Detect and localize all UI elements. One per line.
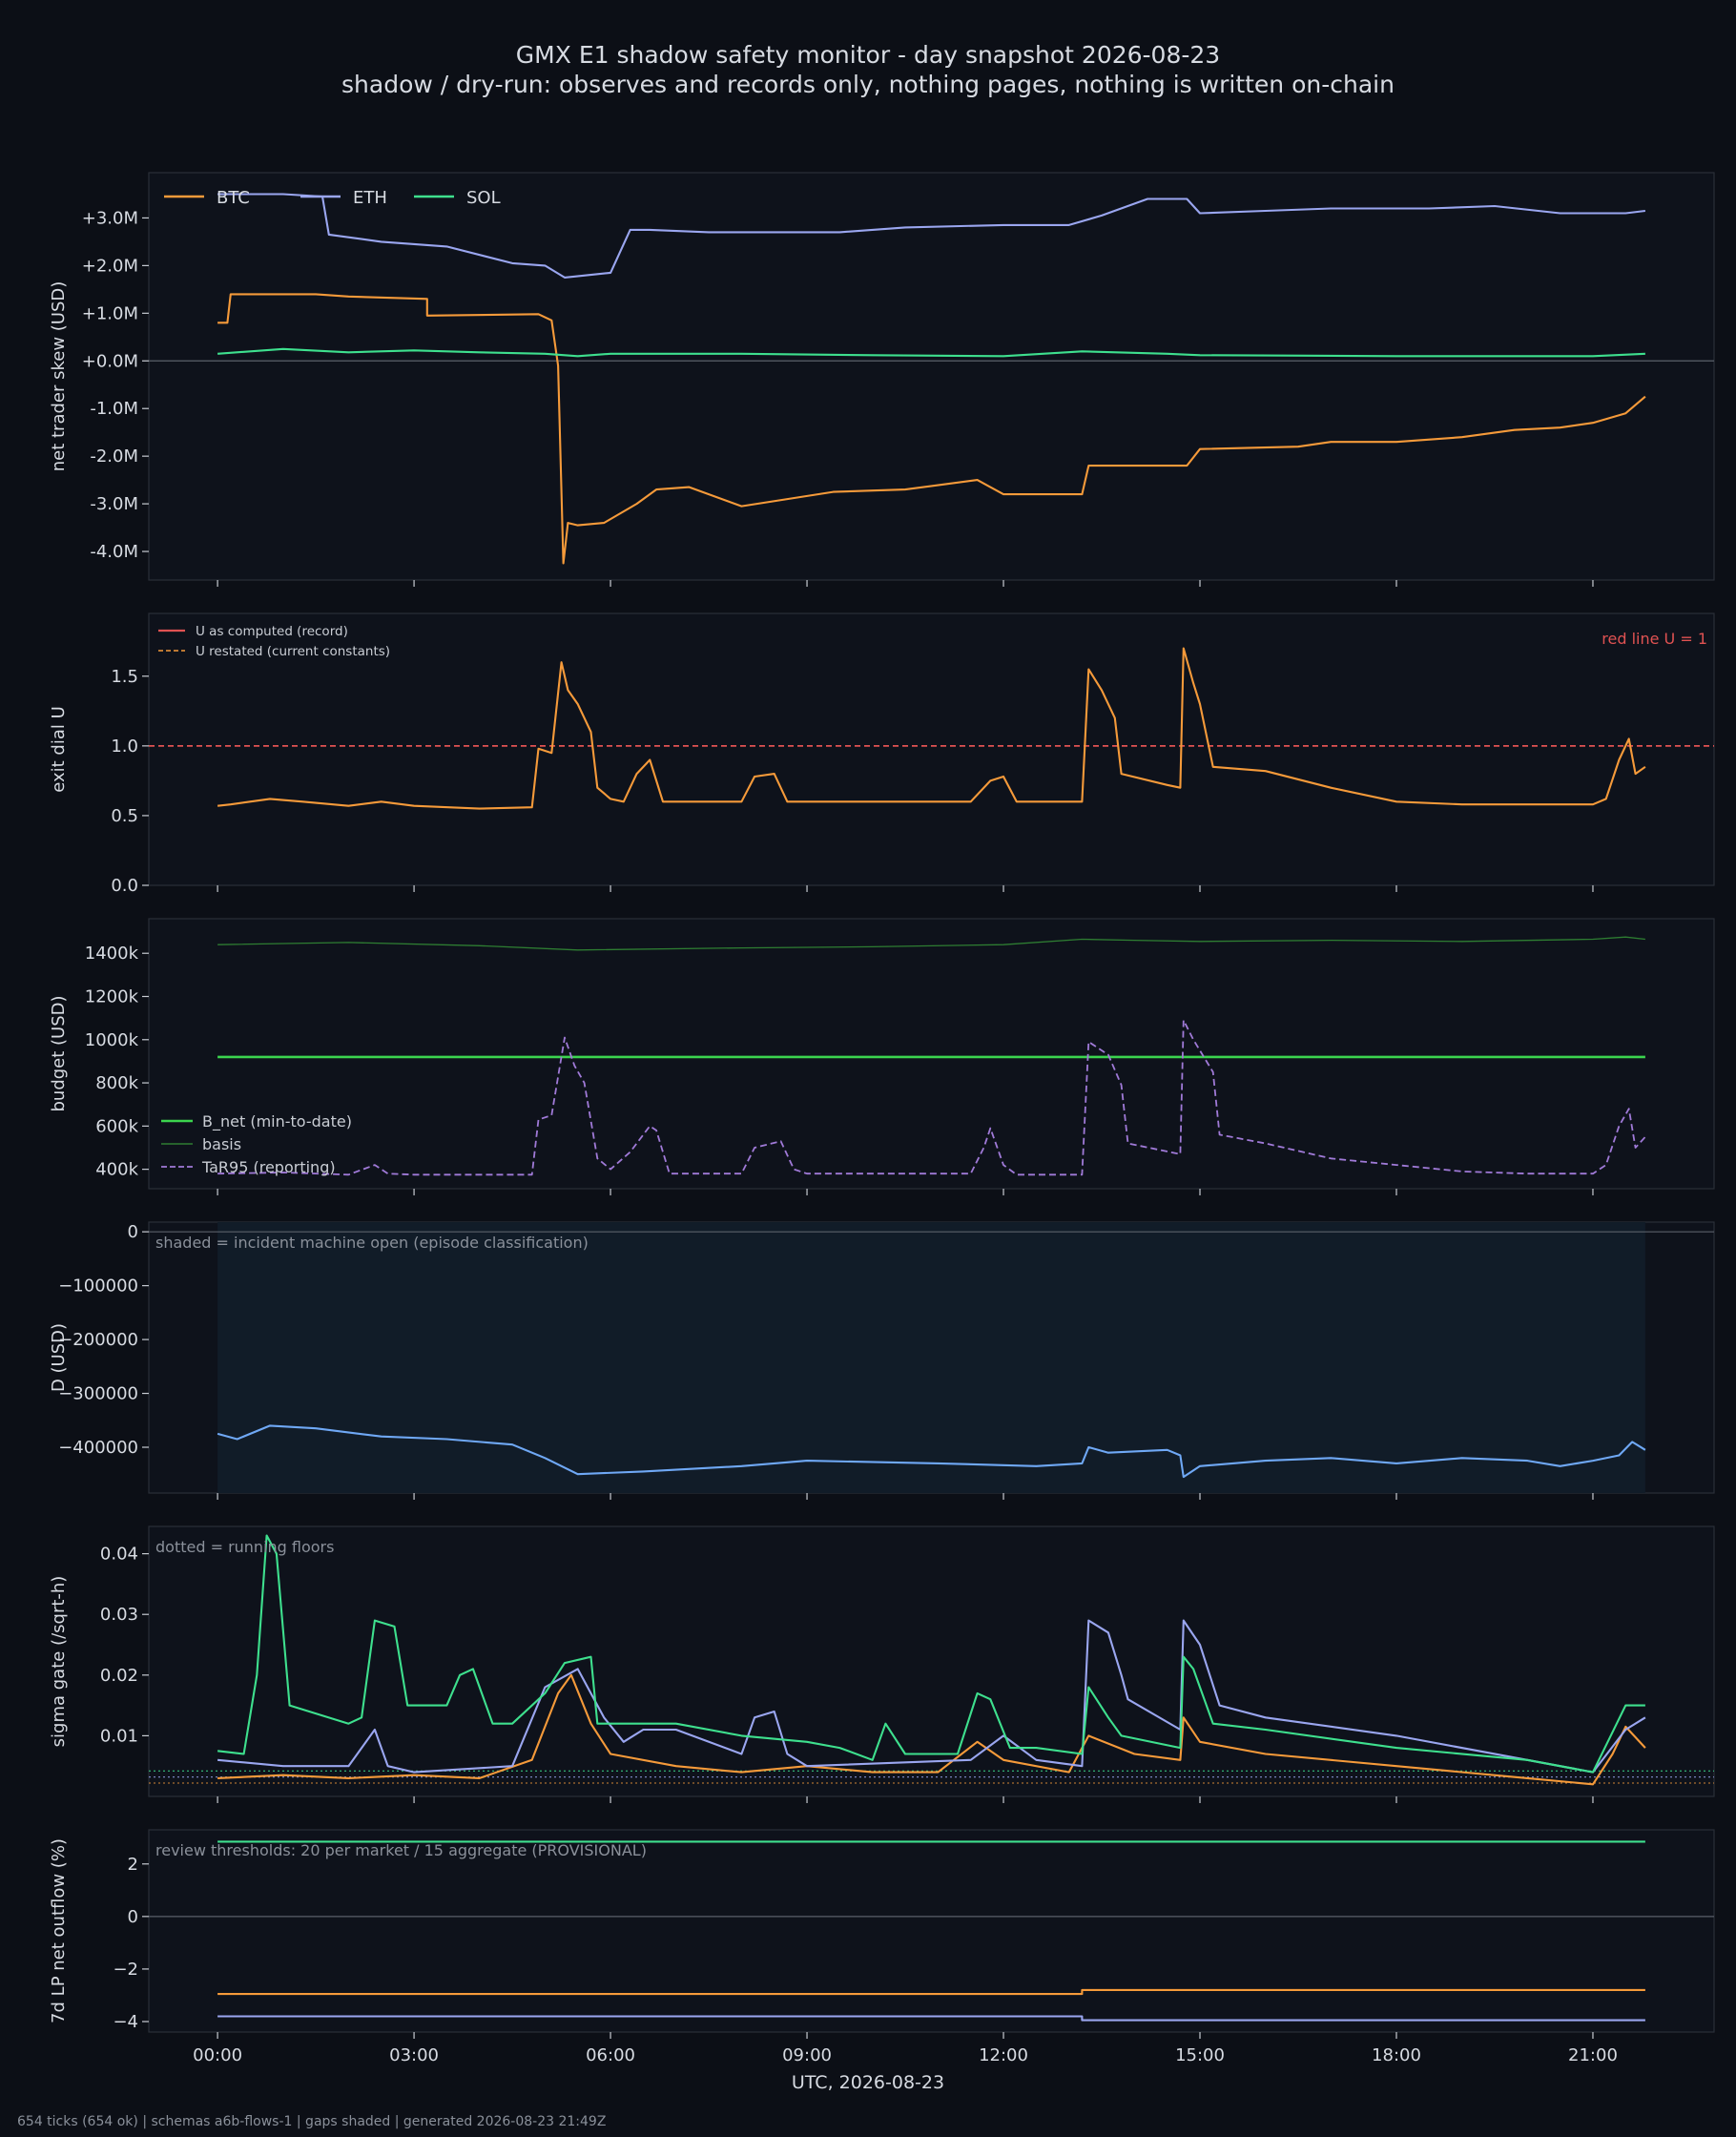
y-tick-label: −100000 — [58, 1276, 138, 1297]
y-tick-label: −400000 — [58, 1438, 138, 1458]
y-tick-label: -4.0M — [90, 542, 138, 562]
y-tick-label: 0 — [128, 1222, 138, 1242]
y-tick-label: −4 — [113, 2012, 138, 2032]
panel-drawdown: −400000 −300000 −200000 −100000 0 D (USD) shad… — [49, 1221, 1715, 1500]
x-axis-label: UTC, 2026-08-23 — [792, 2072, 944, 2093]
x-tick-label: 09:00 — [782, 2045, 832, 2065]
y-tick-label: 400k — [95, 1160, 138, 1180]
y-tick-label: 0.02 — [100, 1666, 138, 1686]
series-line-sigma-btc — [217, 1673, 1646, 1786]
y-tick-label: +3.0M — [82, 208, 138, 228]
legend-label: TaR95 (reporting) — [201, 1158, 336, 1176]
x-tick-label: 21:00 — [1568, 2045, 1618, 2065]
legend-label: B_net (min-to-date) — [202, 1112, 352, 1131]
y-tick-label: −2 — [113, 1960, 138, 1980]
panel-annotation-sigma: dotted = running floors — [155, 1538, 334, 1556]
series-line-lp-eth — [217, 2015, 1645, 2022]
panel-frame-skew — [148, 172, 1715, 581]
y-tick-label: 1.5 — [111, 667, 138, 687]
page-title: GMX E1 shadow safety monitor - day snaps… — [516, 41, 1220, 69]
panel-lp: −4 −2 0 2 7d LP net outflow (%) review thresh… — [49, 1829, 1715, 2039]
series-line-dial-u-as-computed-record — [217, 647, 1646, 810]
y-tick-label: −200000 — [58, 1330, 138, 1350]
y-tick-label: 0.0 — [111, 876, 138, 896]
panel-frame-lp — [148, 1829, 1715, 2033]
series-line-lp-btc — [217, 1988, 1645, 1996]
y-tick-label: 0.5 — [111, 806, 138, 826]
y-axis-label: exit dial U — [49, 706, 69, 793]
y-tick-label: 600k — [95, 1116, 138, 1136]
series-line-skew-eth — [217, 193, 1646, 279]
panel-annotation-lp: review thresholds: 20 per market / 15 ag… — [155, 1841, 647, 1859]
x-tick-label: 18:00 — [1372, 2045, 1421, 2065]
series-line-sigma-sol — [217, 1534, 1645, 1774]
legend-label: SOL — [466, 188, 501, 208]
panel-sigma: 0.01 0.02 0.03 0.04 sigma gate (/sqrt-h) dott… — [49, 1525, 1715, 1803]
y-tick-label: -3.0M — [90, 494, 138, 514]
y-axis-label: net trader skew (USD) — [49, 281, 69, 472]
y-tick-label: 0 — [128, 1907, 138, 1927]
x-tick-label: 03:00 — [389, 2045, 439, 2065]
x-axis-ticks: 00:00 03:00 06:00 09:00 12:00 15:00 18:00 21:00 — [193, 2045, 1618, 2065]
y-tick-label: +2.0M — [82, 256, 138, 276]
panel-frame-sigma — [148, 1525, 1715, 1797]
y-tick-label: +1.0M — [82, 303, 138, 323]
series-line-budget-basis — [217, 936, 1645, 951]
y-tick-label: 1000k — [85, 1030, 139, 1050]
x-tick-label: 12:00 — [979, 2045, 1028, 2065]
red-line-annotation: red line U = 1 — [1602, 630, 1707, 648]
page-subtitle: shadow / dry-run: observes and records o… — [341, 71, 1395, 98]
y-tick-label: 2 — [128, 1855, 138, 1875]
y-tick-label: 0.03 — [100, 1605, 138, 1625]
series-line-skew-btc — [217, 293, 1646, 565]
y-tick-label: -1.0M — [90, 399, 138, 419]
footer-status: 654 ticks (654 ok) | schemas a6b-flows-1… — [17, 2114, 606, 2129]
y-tick-label: 0.04 — [100, 1545, 138, 1565]
legend-label: ETH — [353, 188, 387, 208]
panel-skew: -4.0M -3.0M -2.0M -1.0M +0.0M +1.0M +2.0M +3.0M… — [49, 172, 1715, 587]
legend-label: BTC — [217, 188, 250, 208]
y-axis-label: budget (USD) — [49, 995, 69, 1111]
legend-label: U restated (current constants) — [196, 644, 390, 659]
y-tick-label: +0.0M — [82, 351, 138, 371]
y-tick-label: −300000 — [58, 1384, 138, 1404]
series-line-sigma-eth — [217, 1619, 1646, 1774]
series-line-budget-tar95-reporting — [217, 1019, 1646, 1176]
legend-label: basis — [202, 1135, 241, 1153]
incident-shade — [217, 1222, 1645, 1493]
panel-frame-budget — [148, 918, 1715, 1190]
y-tick-label: 1400k — [85, 944, 139, 964]
panel-frame-dial — [148, 612, 1715, 886]
y-axis-label: 7d LP net outflow (%) — [49, 1838, 69, 2023]
y-tick-label: 0.01 — [100, 1726, 138, 1746]
x-tick-label: 06:00 — [586, 2045, 635, 2065]
panel-annotation-drawdown: shaded = incident machine open (episode … — [155, 1234, 589, 1252]
y-axis-label: sigma gate (/sqrt-h) — [49, 1576, 69, 1748]
series-line-drawdown-d — [217, 1424, 1646, 1479]
y-tick-label: 1200k — [85, 987, 139, 1007]
y-axis-label: D (USD) — [49, 1323, 69, 1392]
panels: -4.0M -3.0M -2.0M -1.0M +0.0M +1.0M +2.0M +3.0M… — [49, 172, 1715, 2039]
x-tick-label: 15:00 — [1175, 2045, 1225, 2065]
legend-label: U as computed (record) — [196, 624, 348, 639]
panel-dial: 0.0 0.5 1.0 1.5 exit dial U U as computed (re… — [49, 612, 1715, 896]
y-tick-label: -2.0M — [90, 446, 138, 467]
panel-budget: 400k 600k 800k 1000k 1200k 1400k budget (USD) B… — [49, 918, 1715, 1195]
series-line-skew-sol — [217, 347, 1645, 358]
x-tick-label: 00:00 — [193, 2045, 242, 2065]
y-tick-label: 1.0 — [111, 737, 138, 757]
y-tick-label: 800k — [95, 1073, 138, 1093]
